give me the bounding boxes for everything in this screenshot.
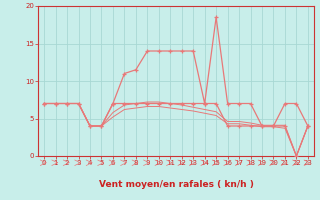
X-axis label: Vent moyen/en rafales ( kn/h ): Vent moyen/en rafales ( kn/h ) — [99, 180, 253, 189]
